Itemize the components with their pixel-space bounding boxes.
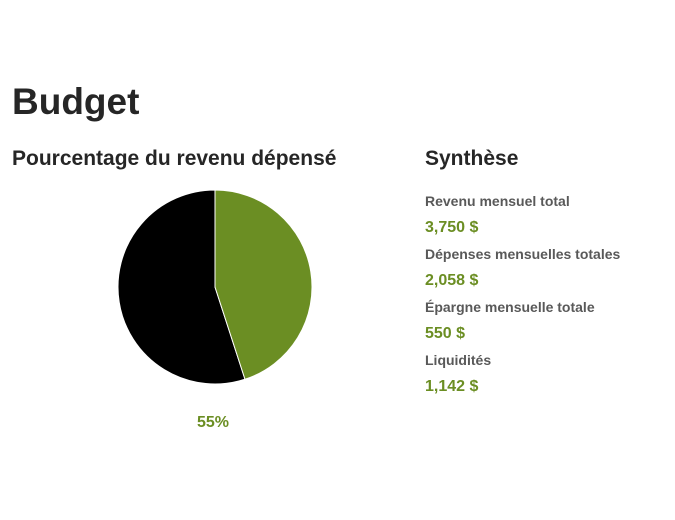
pie-slice-remaining <box>214 189 313 380</box>
summary-label: Épargne mensuelle totale <box>425 299 595 315</box>
chart-title: Pourcentage du revenu dépensé <box>12 147 337 170</box>
summary-item-savings: Épargne mensuelle totale 550 $ <box>425 299 670 344</box>
summary-value: 2,058 $ <box>425 272 479 289</box>
summary-label: Liquidités <box>425 352 492 368</box>
summary-item-revenue: Revenu mensuel total 3,750 $ <box>425 193 670 238</box>
summary-title: Synthèse <box>425 147 519 170</box>
summary-label: Revenu mensuel total <box>425 193 570 209</box>
summary-value: 550 $ <box>425 325 466 342</box>
summary-item-cash: Liquidités 1,142 $ <box>425 352 670 397</box>
pie-chart <box>117 189 313 385</box>
page-title: Budget <box>12 81 140 122</box>
summary-panel: Synthèse Revenu mensuel total 3,750 $ Dé… <box>425 146 670 405</box>
summary-value: 3,750 $ <box>425 219 479 236</box>
summary-label: Dépenses mensuelles totales <box>425 246 621 262</box>
summary-item-expenses: Dépenses mensuelles totales 2,058 $ <box>425 246 670 291</box>
summary-value: 1,142 $ <box>425 378 479 395</box>
pie-percent-label: 55% <box>196 414 230 431</box>
pie-slice-spent <box>117 189 246 385</box>
